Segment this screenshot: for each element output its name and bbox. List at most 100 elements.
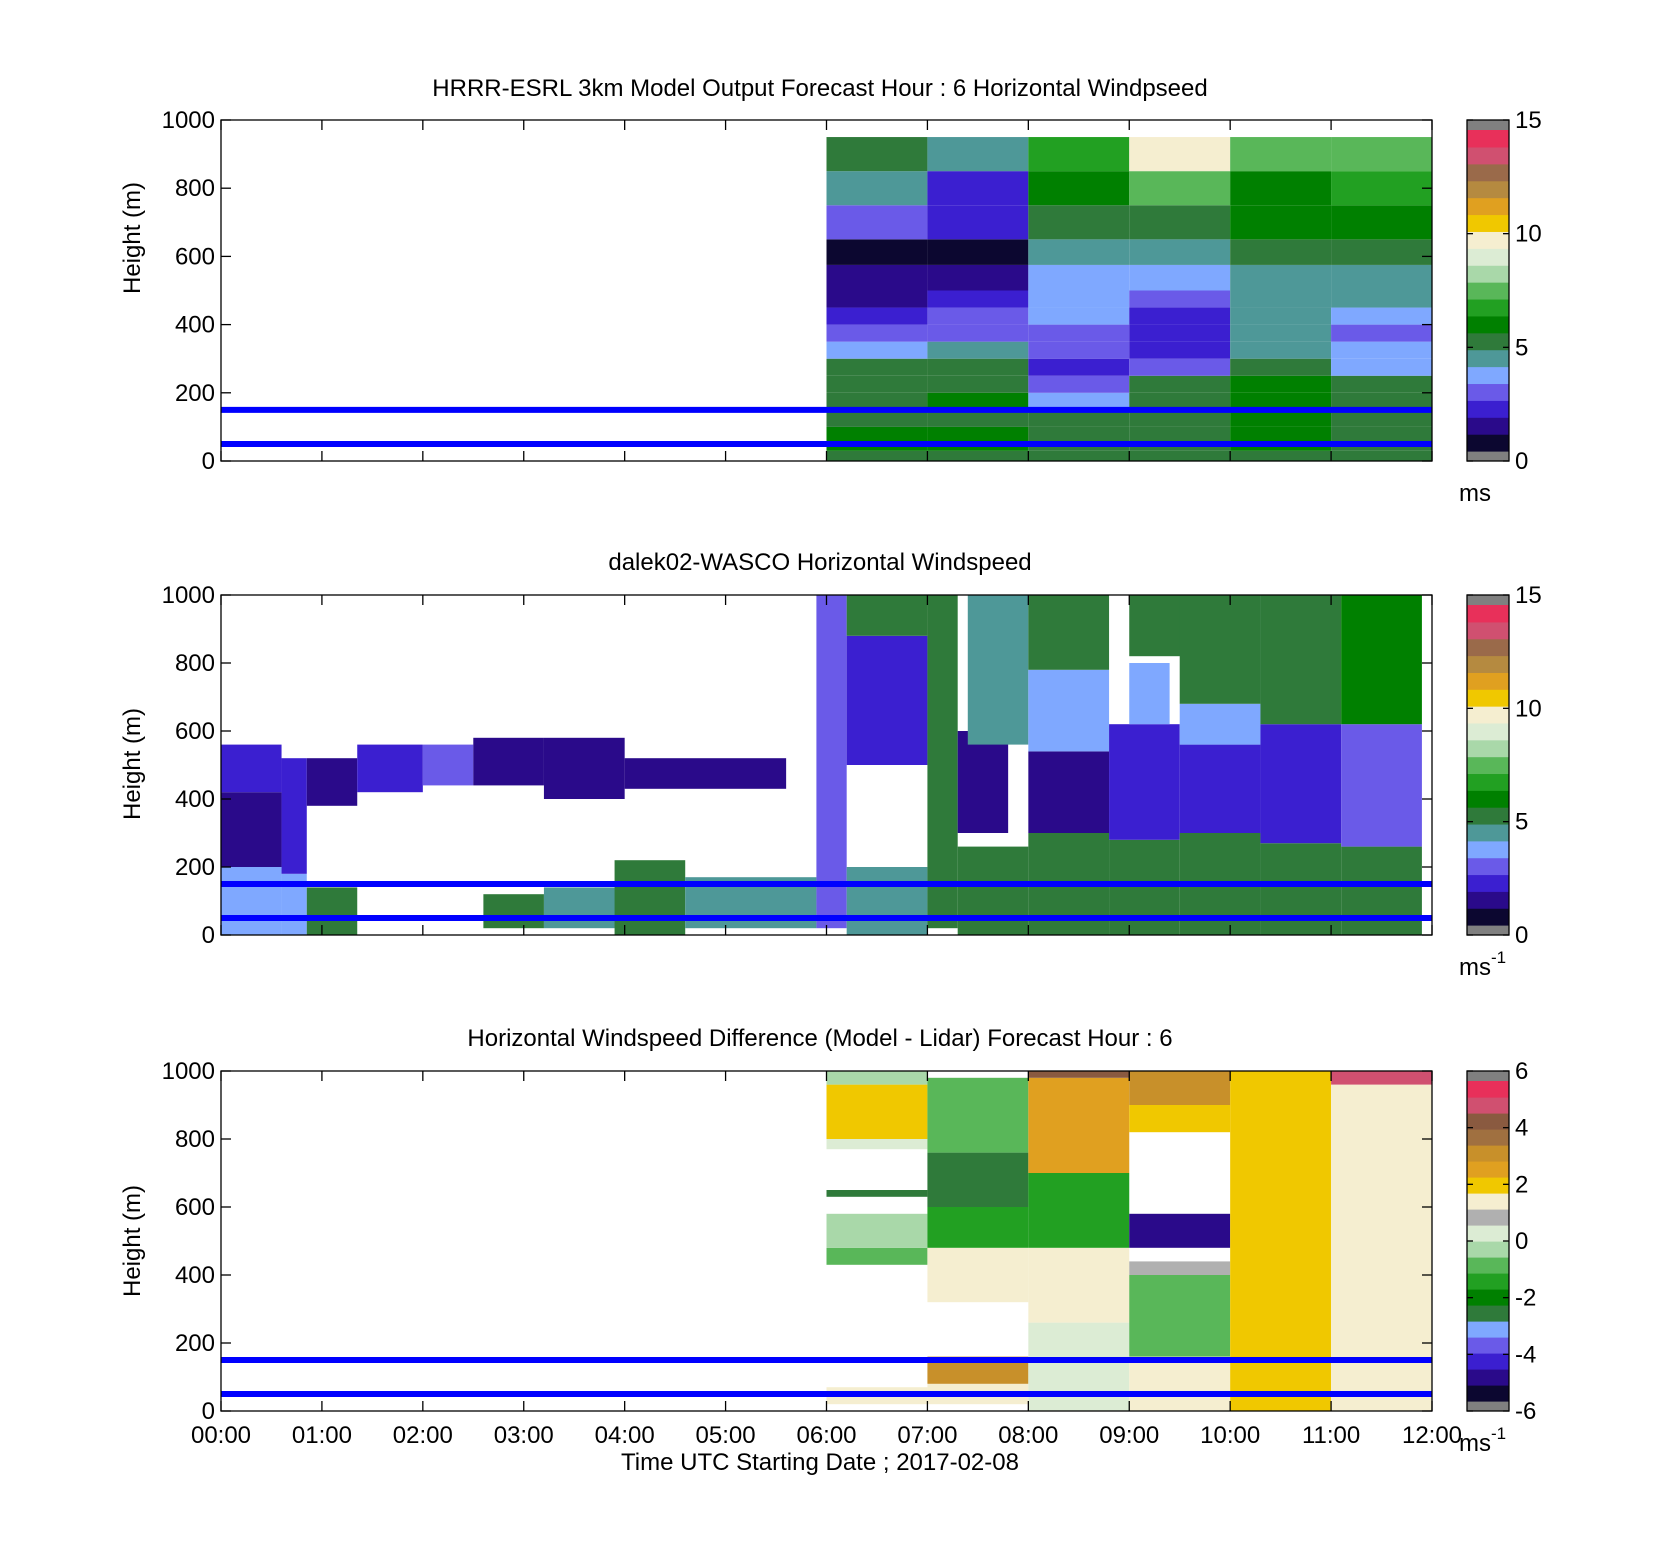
colorbar-segment <box>1467 823 1509 842</box>
heatmap-cell <box>846 867 928 935</box>
y-tick-label: 200 <box>175 380 215 407</box>
heatmap-cell <box>927 307 1029 325</box>
colorbar-tick-label: 0 <box>1515 448 1528 475</box>
heatmap-cell <box>1028 392 1130 410</box>
reference-lines <box>221 406 1432 447</box>
heatmap-cell <box>927 341 1029 359</box>
heatmap-cell <box>1230 358 1332 376</box>
heatmap-cell <box>1028 595 1110 670</box>
heatmap-cell <box>1129 307 1231 325</box>
heatmap-cell <box>1260 724 1342 844</box>
heatmap-cell <box>967 595 1029 745</box>
x-ticks: 00:00 01:00 02:00 03:00 04:00 05:00 06:00 07:00… <box>191 1071 1462 1449</box>
x-tick-label: 03:00 <box>494 1422 554 1449</box>
x-ticks <box>220 120 1433 461</box>
y-tick-label: 800 <box>175 175 215 202</box>
heatmap-cell <box>1230 205 1332 240</box>
heatmap-cell <box>1028 137 1130 172</box>
heatmap-cell <box>1028 409 1130 427</box>
reference-lines <box>221 881 1432 921</box>
colorbar-tick-label: 0 <box>1515 922 1528 949</box>
heatmap-cell <box>927 358 1029 376</box>
heatmap-cell <box>221 792 282 867</box>
heatmap-cell <box>1129 426 1231 443</box>
colorbar-segment <box>1467 773 1509 791</box>
heatmap-cell <box>543 737 625 799</box>
y-tick-label: 1000 <box>162 1058 215 1085</box>
colorbar-segment <box>1467 1305 1509 1322</box>
heatmap-cell <box>816 595 847 929</box>
heatmap-cell <box>1129 358 1231 376</box>
heatmap-cell <box>1129 1105 1231 1133</box>
colorbar: 0 5 10 15 <box>1466 582 1542 949</box>
colorbar-segment <box>1467 925 1509 935</box>
heatmap-cell <box>826 1084 928 1139</box>
x-tick-label: 06:00 <box>796 1422 856 1449</box>
heatmap-cell <box>306 758 358 806</box>
heatmap-cells <box>221 595 1422 935</box>
heatmap-cell <box>1331 375 1432 393</box>
heatmap-cell <box>1331 171 1432 206</box>
y-axis-label: Height (m) <box>119 182 146 294</box>
heatmap-cell <box>1129 1261 1231 1275</box>
colorbar-segment <box>1467 248 1509 266</box>
heatmap-cell <box>1028 341 1130 359</box>
colorbar-tick-label: -6 <box>1515 1398 1536 1425</box>
heatmap-cell <box>1028 1173 1130 1248</box>
panel-title: Horizontal Windspeed Difference (Model -… <box>467 1025 1172 1052</box>
x-axis-label: Time UTC Starting Date ; 2017-02-08 <box>621 1449 1019 1476</box>
colorbar-segment <box>1467 130 1509 148</box>
heatmap-cell <box>543 887 625 929</box>
colorbar-segment <box>1467 840 1509 859</box>
heatmap-cell <box>1230 239 1332 265</box>
heatmap-cell <box>1331 450 1432 461</box>
heatmap-cell <box>1230 324 1332 342</box>
colorbar-segment <box>1467 1353 1509 1370</box>
heatmap-cell <box>1129 205 1231 240</box>
heatmap-cell <box>927 264 1029 291</box>
colorbar-segment <box>1467 214 1509 232</box>
heatmap-cell <box>357 744 423 793</box>
colorbar-segment <box>1467 722 1509 741</box>
heatmap-cell <box>927 1077 1029 1153</box>
heatmap-cell <box>826 137 928 172</box>
y-tick-label: 200 <box>175 1330 215 1357</box>
heatmap-cell <box>927 1207 1029 1248</box>
heatmap-cell <box>1230 290 1332 308</box>
colorbar-segment <box>1467 349 1509 368</box>
y-tick-label: 0 <box>202 1398 215 1425</box>
colorbar-frame <box>1466 119 1510 462</box>
heatmap-cells <box>826 1071 1432 1411</box>
y-tick-label: 1000 <box>162 582 215 609</box>
heatmap-cell <box>1109 724 1180 840</box>
colorbar-segment <box>1467 265 1509 283</box>
heatmap-cell <box>1331 409 1432 427</box>
heatmap-cell <box>826 409 928 427</box>
colorbar-segment <box>1467 120 1509 130</box>
colorbar-segment <box>1467 298 1509 317</box>
lidar-windspeed-panel: dalek02-WASCO Horizontal Windspeed Heigh… <box>119 549 1542 981</box>
colorbar-tick-label: 6 <box>1515 1058 1528 1085</box>
heatmap-cell <box>1028 1247 1130 1323</box>
heatmap-cell <box>1028 205 1130 240</box>
colorbar-segment <box>1467 451 1509 461</box>
colorbar-unit-exponent: -1 <box>1491 1424 1506 1443</box>
heatmap-cell <box>826 392 928 410</box>
heatmap-cell <box>927 392 1029 410</box>
colorbar-segment <box>1467 417 1509 435</box>
heatmap-cell <box>1028 239 1130 265</box>
heatmap-cell <box>1129 171 1231 206</box>
y-ticks: 0 200 400 600 800 1000 <box>162 1058 1432 1425</box>
heatmap-cell <box>1129 1356 1231 1411</box>
heatmap-cell <box>1129 341 1231 359</box>
colorbar-segment <box>1467 400 1509 418</box>
x-tick-label: 01:00 <box>292 1422 352 1449</box>
x-tick-label: 07:00 <box>897 1422 957 1449</box>
colorbar-tick-label: 15 <box>1515 107 1542 134</box>
x-tick-label: 02:00 <box>393 1422 453 1449</box>
y-tick-label: 800 <box>175 1126 215 1153</box>
colorbar-segment <box>1467 434 1509 452</box>
heatmap-cell <box>1129 264 1231 291</box>
colorbar-segment <box>1467 332 1509 351</box>
heatmap-cell <box>1230 341 1332 359</box>
